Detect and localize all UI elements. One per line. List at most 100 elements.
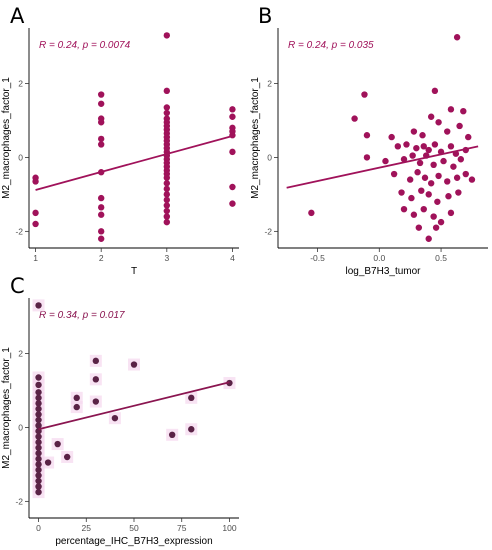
data-point <box>35 477 42 485</box>
data-point <box>163 87 171 95</box>
data-point <box>44 459 52 466</box>
data-point <box>308 209 315 217</box>
data-point <box>450 163 457 170</box>
data-point <box>32 220 39 228</box>
data-point <box>35 466 42 474</box>
panel-b-stat-annotation: R = 0.24, p = 0.035 <box>288 40 374 51</box>
data-point <box>453 174 461 181</box>
data-point <box>410 211 418 218</box>
data-point <box>390 170 398 178</box>
data-point <box>35 374 42 381</box>
data-point <box>444 178 451 185</box>
data-point <box>351 115 358 122</box>
data-point <box>97 119 105 126</box>
panel-a-y-axis-label: M2_macrophages_factor_1 <box>1 77 12 199</box>
y-tick-label: -2 <box>15 226 23 236</box>
data-point <box>35 405 42 413</box>
data-point <box>97 141 105 148</box>
data-point <box>97 235 105 242</box>
data-point <box>465 133 472 141</box>
y-tick-label: 2 <box>18 78 23 88</box>
data-point <box>97 228 105 235</box>
data-point <box>97 100 105 107</box>
data-point <box>229 183 236 191</box>
data-point <box>414 169 421 176</box>
data-point <box>457 156 465 163</box>
data-point <box>35 472 42 479</box>
data-point <box>163 213 171 220</box>
data-point <box>163 180 171 187</box>
data-point <box>435 119 442 126</box>
data-point <box>445 193 452 200</box>
data-point <box>32 178 39 185</box>
y-tick-label: 0 <box>18 422 23 432</box>
data-point <box>35 433 42 440</box>
data-point <box>421 174 429 181</box>
data-point <box>410 128 418 135</box>
y-tick-label: 0 <box>267 152 272 162</box>
data-point <box>403 141 410 148</box>
panel-c-x-axis-label: percentage_IHC_B7H3_expression <box>55 536 212 547</box>
data-point <box>431 87 439 95</box>
data-point <box>427 113 435 120</box>
data-point <box>188 426 195 433</box>
data-point <box>394 143 402 150</box>
data-point <box>447 209 455 217</box>
data-point <box>97 211 105 218</box>
data-point <box>388 133 395 141</box>
y-tick-label: -2 <box>264 226 272 236</box>
data-point <box>92 357 100 365</box>
data-point <box>73 394 80 402</box>
panel-c-regression-line <box>38 381 230 431</box>
data-point <box>35 439 42 446</box>
data-point <box>432 224 440 231</box>
data-point <box>35 389 42 396</box>
data-point <box>111 414 119 422</box>
data-point <box>92 376 100 383</box>
data-point <box>35 381 42 389</box>
data-point <box>468 176 476 183</box>
data-point <box>35 488 42 496</box>
panel-b: B -0.5 0.0 0.5 -2 0 2 log_B7H3_tumor M2_macroph… <box>250 4 488 277</box>
data-point <box>35 411 42 418</box>
panel-c-letter: C <box>10 274 25 298</box>
data-point <box>97 204 105 211</box>
data-point <box>168 431 176 439</box>
data-point <box>440 157 447 165</box>
data-point <box>92 398 100 405</box>
panel-a: A 1 2 3 4 -2 0 2 T M2_macrophages_factor_1 R = 0.… <box>1 4 239 277</box>
data-point <box>73 403 80 411</box>
panel-a-stat-annotation: R = 0.24, p = 0.0074 <box>39 40 131 51</box>
x-tick-label: 0.5 <box>435 253 447 263</box>
data-point <box>415 224 423 231</box>
data-point <box>363 132 371 139</box>
data-point <box>63 453 71 461</box>
data-point <box>425 235 432 242</box>
data-point <box>229 113 236 120</box>
data-point <box>163 174 171 181</box>
data-point <box>163 191 171 198</box>
data-point <box>444 128 451 135</box>
data-point <box>229 200 236 207</box>
y-tick-label: 2 <box>267 78 272 88</box>
x-tick-label: 4 <box>230 253 235 263</box>
data-point <box>425 191 432 198</box>
data-point <box>188 394 195 402</box>
data-point <box>447 106 455 113</box>
x-tick-label: 1 <box>33 253 38 263</box>
data-point <box>409 152 416 159</box>
data-point <box>413 144 420 152</box>
data-point <box>363 154 371 161</box>
panel-a-x-axis-label: T <box>131 266 137 277</box>
data-point <box>455 189 462 196</box>
x-tick-label: 0.0 <box>373 253 385 263</box>
data-point <box>419 132 426 139</box>
data-point <box>416 159 424 167</box>
data-point <box>408 194 415 202</box>
data-point <box>163 196 171 204</box>
data-point <box>35 461 42 468</box>
data-point <box>35 394 42 402</box>
data-point <box>35 450 42 457</box>
data-point <box>398 189 405 196</box>
data-point <box>435 172 442 180</box>
